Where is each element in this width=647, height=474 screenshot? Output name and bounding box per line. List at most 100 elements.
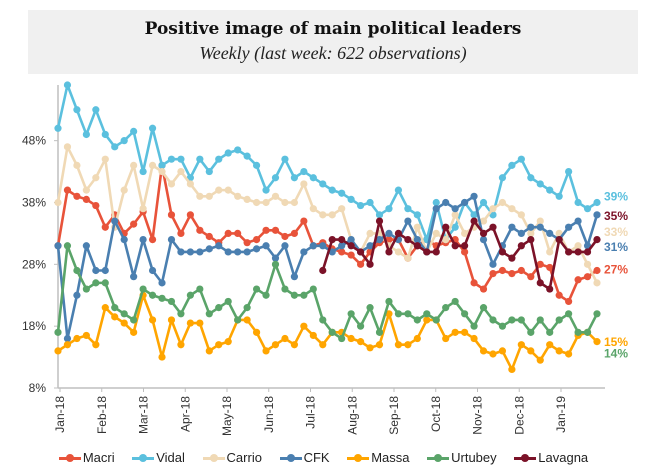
data-point xyxy=(565,167,573,176)
data-point xyxy=(517,266,525,275)
data-point xyxy=(347,242,355,250)
data-point xyxy=(546,285,554,293)
legend-item-lavagna[interactable]: Lavagna xyxy=(514,450,588,465)
data-point xyxy=(215,242,223,250)
data-point xyxy=(347,251,355,259)
chart-subtitle: Weekly (last week: 622 observations) xyxy=(199,43,467,63)
data-point xyxy=(281,285,289,293)
legend-swatch-cfk xyxy=(279,454,302,463)
data-point xyxy=(205,192,213,200)
data-point xyxy=(508,205,516,213)
legend-item-massa[interactable]: Massa xyxy=(347,450,410,465)
legend-swatch-urtubey xyxy=(427,454,450,463)
data-point xyxy=(385,297,393,306)
data-point xyxy=(356,338,365,346)
legend-label: Vidal xyxy=(156,450,185,465)
data-point xyxy=(290,229,299,238)
data-point xyxy=(215,304,223,312)
data-point xyxy=(461,248,469,256)
data-point xyxy=(404,310,412,318)
data-point xyxy=(148,124,157,132)
data-point xyxy=(375,211,384,219)
data-point xyxy=(92,174,100,182)
data-point xyxy=(252,328,261,336)
data-point xyxy=(470,217,478,225)
data-point xyxy=(432,198,440,207)
data-point xyxy=(565,297,573,306)
data-point xyxy=(186,319,194,327)
data-point xyxy=(338,235,346,244)
legend-item-vidal[interactable]: Vidal xyxy=(132,450,185,465)
data-point xyxy=(404,235,412,244)
data-point xyxy=(536,356,544,364)
data-point xyxy=(224,248,232,256)
data-point xyxy=(63,81,72,89)
data-point xyxy=(527,229,535,238)
legend-item-urtubey[interactable]: Urtubey xyxy=(427,450,497,465)
data-point xyxy=(262,242,270,250)
data-point xyxy=(120,235,128,244)
data-point xyxy=(262,198,270,207)
data-point xyxy=(385,205,393,213)
data-point xyxy=(271,341,280,349)
data-point xyxy=(366,229,374,238)
legend-item-macri[interactable]: Macri xyxy=(58,450,115,465)
data-point xyxy=(234,229,242,238)
data-point xyxy=(92,106,100,114)
data-point xyxy=(167,235,176,244)
data-point xyxy=(205,347,213,355)
data-point xyxy=(290,198,299,207)
data-point xyxy=(536,316,544,324)
legend-item-carrio[interactable]: Carrio xyxy=(202,450,262,465)
data-point xyxy=(385,248,393,256)
data-point xyxy=(63,186,72,194)
data-point xyxy=(271,192,280,200)
data-point xyxy=(167,316,176,324)
series-line-vidal xyxy=(56,83,598,241)
legend-swatch-macri xyxy=(58,454,81,463)
data-point xyxy=(186,291,194,299)
data-point xyxy=(470,192,478,200)
data-point xyxy=(111,143,119,151)
data-point xyxy=(394,186,403,194)
data-point xyxy=(470,334,478,343)
data-point xyxy=(451,211,459,219)
data-point xyxy=(101,130,109,139)
data-point xyxy=(394,229,403,238)
legend-label: Carrio xyxy=(226,450,262,465)
data-point xyxy=(309,331,317,340)
data-point xyxy=(120,319,128,327)
data-point xyxy=(498,248,507,256)
data-point xyxy=(555,235,563,244)
series-line-macri xyxy=(56,164,598,303)
data-point xyxy=(252,285,261,293)
data-point xyxy=(546,248,554,256)
data-point xyxy=(215,186,223,194)
data-point xyxy=(73,192,81,200)
data-point xyxy=(527,347,535,355)
data-point xyxy=(73,106,81,114)
data-point xyxy=(177,155,185,163)
data-point xyxy=(498,266,507,275)
data-point xyxy=(82,285,90,293)
data-point xyxy=(262,291,270,299)
data-point xyxy=(536,260,544,268)
data-point xyxy=(366,260,374,268)
series-lavagna xyxy=(319,217,601,293)
data-point xyxy=(527,235,535,244)
data-point xyxy=(328,235,336,244)
data-point xyxy=(196,192,204,200)
data-point xyxy=(451,297,459,306)
data-point xyxy=(442,304,450,312)
data-point xyxy=(338,248,346,256)
data-point xyxy=(432,316,440,324)
data-point xyxy=(130,316,138,324)
data-point xyxy=(413,235,421,244)
data-point xyxy=(366,198,374,207)
data-point xyxy=(54,198,62,207)
data-point xyxy=(470,322,478,330)
data-point xyxy=(375,217,384,225)
legend-item-cfk[interactable]: CFK xyxy=(279,450,330,465)
data-point xyxy=(63,143,72,151)
legend-label: Macri xyxy=(82,450,115,465)
